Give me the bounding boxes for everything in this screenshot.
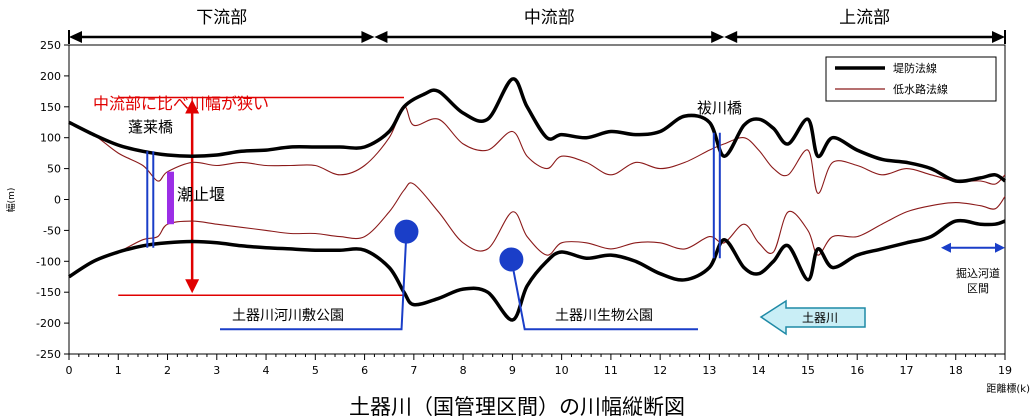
lowwater-line-upper: [68, 106, 1006, 194]
y-tick-label: -150: [36, 286, 61, 299]
x-tick-label: 11: [604, 364, 618, 377]
y-tick-label: 150: [40, 101, 61, 114]
chart-title: 土器川（国管理区間）の川幅縦断図: [349, 395, 685, 419]
section-arrowhead-left: [374, 31, 388, 43]
x-tick-label: 18: [949, 364, 963, 377]
bridge-label-haraigawa: 祓川橋: [697, 99, 742, 117]
x-tick-label: 13: [702, 364, 716, 377]
y-tick-label: -200: [36, 317, 61, 330]
y-tick-label: 250: [40, 39, 61, 52]
y-tick-label: 100: [40, 132, 61, 145]
legend: 堤防法線 低水路法線: [825, 56, 997, 102]
x-tick-label: 5: [312, 364, 319, 377]
y-tick-label: -50: [43, 224, 61, 237]
legend-label-lowwater: 低水路法線: [893, 82, 948, 96]
y-tick-label: 0: [54, 194, 61, 207]
x-tick-label: 15: [801, 364, 815, 377]
park-label-kasenjiki: 土器川河川敷公園: [232, 308, 344, 324]
narrow-arrowhead-down: [185, 279, 200, 294]
x-tick-label: 4: [263, 364, 270, 377]
y-tick-label: -100: [36, 255, 61, 268]
excavation-label-line1: 掘込河道: [956, 266, 1000, 280]
narrow-arrowhead-up: [185, 99, 200, 114]
series-layer: [68, 77, 1007, 322]
park-marker-kasenjiki: [394, 219, 419, 244]
y-axis-label: 幅(m): [5, 188, 17, 213]
park-layer: [220, 219, 698, 331]
x-tick-label: 1: [115, 364, 122, 377]
narrow-width-label: 中流部に比べ川幅が狭い: [93, 94, 269, 113]
x-tick-label: 6: [361, 364, 368, 377]
excavation-label-line2: 区間: [967, 282, 989, 295]
x-tick-label: 12: [653, 364, 667, 377]
y-axis: 250 200 150 100 50 0 -50 -100 -150 -200 -250: [36, 39, 69, 361]
section-label-lower: 下流部: [196, 8, 247, 28]
section-label-middle: 中流部: [524, 8, 575, 28]
x-tick-label: 8: [460, 364, 467, 377]
x-tick-label: 9: [509, 364, 516, 377]
legend-label-levee: 堤防法線: [893, 61, 937, 75]
structure-layer: [146, 132, 721, 259]
weir-marker: [166, 171, 174, 225]
x-tick-label: 2: [164, 364, 171, 377]
section-arrowhead-right: [361, 31, 375, 43]
y-tick-label: -250: [36, 348, 61, 361]
section-arrowhead-right: [992, 31, 1005, 43]
y-tick-label: 200: [40, 70, 61, 83]
narrow-width-annotation: 中流部に比べ川幅が狭い: [93, 94, 404, 297]
section-arrowhead-right: [711, 31, 725, 43]
flow-direction-arrow: 土器川: [759, 299, 866, 336]
park-marker-seibutsu: [499, 247, 524, 272]
x-tick-label: 7: [410, 364, 417, 377]
section-arrowhead-left: [724, 31, 738, 43]
x-tick-label: 14: [752, 364, 766, 377]
park-label-seibutsu: 土器川生物公園: [555, 308, 653, 324]
park-leader-kasenjiki: [220, 231, 408, 331]
section-headers: 下流部 中流部 上流部: [68, 8, 1006, 44]
flow-arrow-label: 土器川: [802, 311, 838, 325]
x-tick-label: 3: [213, 364, 220, 377]
park-leader-seibutsu: [510, 259, 698, 331]
flow-arrow-shape: [759, 299, 866, 336]
section-label-upper: 上流部: [839, 8, 890, 28]
lowwater-line-lower: [68, 182, 1006, 278]
excavation-arrowhead-left: [940, 242, 951, 253]
excavation-section: [940, 242, 1005, 253]
levee-line-lower: [68, 218, 1006, 322]
bridge-label-horai: 蓬莱橋: [128, 118, 173, 136]
x-tick-label: 10: [555, 364, 569, 377]
legend-box: [825, 56, 997, 102]
levee-line-upper: [68, 77, 1007, 184]
excavation-arrowhead-right: [995, 242, 1005, 253]
x-tick-label: 17: [899, 364, 913, 377]
x-tick-label: 0: [66, 364, 73, 377]
y-tick-label: 50: [47, 163, 61, 176]
x-tick-label: 19: [998, 364, 1012, 377]
section-arrowhead-left: [69, 31, 82, 43]
x-tick-label: 16: [850, 364, 864, 377]
weir-label: 潮止堰: [177, 185, 225, 204]
x-axis-label: 距離標(k): [986, 382, 1030, 395]
section-range-arrows: [68, 30, 1006, 44]
x-axis: 0 1 2 3 4 5 6 7 8 9 10 11 12 13 14 15 16 17 18 19: [66, 354, 1012, 377]
